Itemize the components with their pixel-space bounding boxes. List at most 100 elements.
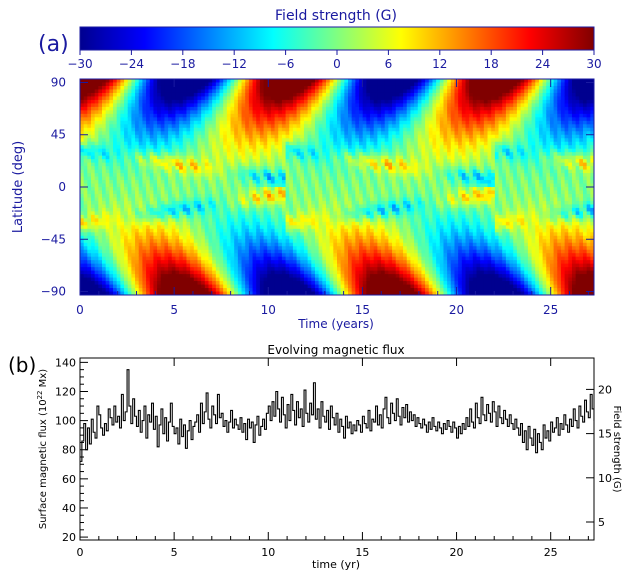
heatmap-cell	[226, 190, 232, 195]
heatmap-cell	[318, 204, 323, 209]
heatmap-cell	[94, 176, 99, 181]
heatmap-cell	[314, 148, 320, 153]
heatmap-cell	[153, 162, 158, 167]
heatmap-cell	[127, 291, 132, 295]
heatmap-cell	[168, 221, 173, 226]
heatmap-cell	[355, 284, 360, 289]
heatmap-cell	[263, 260, 268, 265]
heatmap-cell	[171, 180, 177, 185]
heatmap-cell	[87, 274, 92, 279]
heatmap-cell	[80, 166, 85, 171]
heatmap-cell	[234, 260, 239, 265]
heatmap-cell	[102, 221, 107, 226]
heatmap-cell	[179, 190, 184, 195]
heatmap-cell	[219, 82, 224, 87]
heatmap-cell	[175, 176, 180, 181]
heatmap-cell	[186, 99, 191, 104]
heatmap-cell	[234, 218, 239, 223]
heatmap-cell	[149, 96, 155, 101]
heatmap-cell	[131, 141, 136, 146]
heatmap-cell	[91, 284, 96, 289]
heatmap-cell	[322, 288, 327, 293]
heatmap-cell	[234, 96, 239, 101]
heatmap-cell	[314, 145, 320, 150]
heatmap-cell	[186, 110, 191, 115]
heatmap-cell	[237, 214, 243, 219]
heatmap-cell	[311, 92, 316, 98]
heatmap-cell	[212, 134, 217, 139]
heatmap-cell	[186, 159, 191, 164]
heatmap-cell	[333, 82, 338, 87]
heatmap-cell	[281, 79, 287, 84]
heatmap-cell	[285, 180, 290, 185]
heatmap-cell	[168, 96, 173, 101]
heatmap-cell	[234, 124, 239, 129]
heatmap-cell	[168, 187, 173, 192]
heatmap-cell	[325, 270, 331, 275]
heatmap-cell	[131, 99, 136, 104]
heatmap-cell	[245, 288, 250, 293]
heatmap-cell	[226, 89, 232, 94]
heatmap-cell	[241, 117, 246, 122]
heatmap-cell	[124, 207, 129, 212]
heatmap-cell	[359, 92, 364, 98]
heatmap-cell	[300, 235, 305, 240]
heatmap-cell	[366, 176, 371, 181]
heatmap-cell	[307, 228, 312, 233]
heatmap-cell	[322, 232, 327, 237]
heatmap-cell	[212, 145, 217, 150]
heatmap-cell	[307, 166, 312, 171]
heatmap-cell	[182, 131, 188, 136]
heatmap-cell	[355, 211, 360, 216]
heatmap-cell	[179, 85, 184, 91]
heatmap-cell	[149, 99, 155, 104]
heatmap-cell	[124, 134, 129, 139]
heatmap-cell	[311, 207, 316, 212]
heatmap-cell	[241, 221, 246, 226]
heatmap-cell	[179, 82, 184, 87]
heatmap-cell	[94, 117, 99, 122]
heatmap-cell	[303, 207, 309, 212]
heatmap-cell	[131, 148, 136, 153]
heatmap-cell	[153, 113, 158, 118]
heatmap-cell	[237, 117, 243, 122]
heatmap-cell	[105, 166, 110, 171]
heatmap-cell	[234, 277, 239, 282]
heatmap-cell	[307, 169, 312, 174]
heatmap-cell	[337, 162, 342, 167]
heatmap-cell	[116, 281, 121, 286]
heatmap-cell	[182, 96, 188, 101]
heatmap-cell	[370, 225, 375, 230]
heatmap-cell	[300, 193, 305, 199]
heatmap-cell	[285, 197, 290, 202]
heatmap-cell	[362, 124, 367, 129]
heatmap-cell	[307, 117, 312, 122]
heatmap-cell	[241, 138, 246, 143]
heatmap-cell	[259, 260, 265, 265]
heatmap-cell	[113, 131, 118, 136]
heatmap-cell	[230, 260, 235, 265]
heatmap-cell	[311, 249, 316, 254]
heatmap-cell	[182, 214, 188, 219]
heatmap-cell	[362, 190, 367, 195]
heatmap-cell	[274, 277, 279, 282]
heatmap-cell	[226, 225, 232, 230]
heatmap-cell	[285, 183, 290, 188]
heatmap-cell	[124, 239, 129, 244]
heatmap-cell	[160, 183, 166, 188]
heatmap-cell	[256, 106, 261, 111]
heatmap-cell	[270, 193, 276, 199]
heatmap-cell	[215, 180, 221, 185]
heatmap-cell	[197, 138, 202, 143]
heatmap-cell	[83, 79, 88, 84]
heatmap-cell	[329, 242, 334, 247]
heatmap-cell	[113, 281, 118, 286]
heatmap-cell	[285, 138, 290, 143]
heatmap-cell	[314, 267, 320, 272]
heatmap-cell	[237, 176, 243, 181]
heatmap-cell	[248, 225, 254, 230]
heatmap-cell	[322, 263, 327, 268]
heatmap-cell	[83, 277, 88, 282]
heatmap-cell	[311, 291, 316, 295]
heatmap-cell	[289, 232, 294, 237]
